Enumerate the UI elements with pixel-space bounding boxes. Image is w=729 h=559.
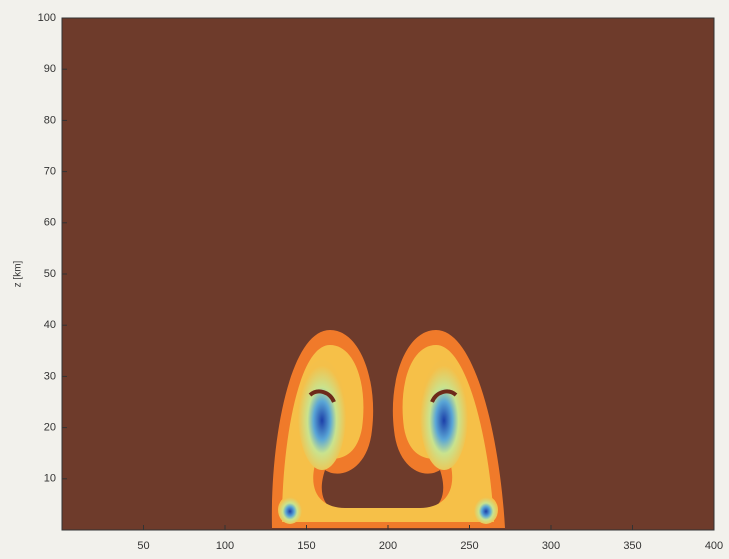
x-tick-label: 350	[623, 540, 641, 552]
plot-area	[62, 18, 714, 530]
y-tick-label: 100	[38, 12, 56, 24]
y-tick-label: 10	[44, 473, 56, 485]
x-tick-label: 200	[379, 540, 397, 552]
x-tick-label: 50	[137, 540, 149, 552]
y-tick-label: 80	[44, 114, 56, 126]
x-tick-label: 100	[216, 540, 234, 552]
chart: z [km] 10 20 30 40 50 60 70 80 90 100 50 100 150 200 2…	[0, 0, 729, 559]
y-tick-label: 60	[44, 217, 56, 229]
y-tick-label: 90	[44, 63, 56, 75]
y-axis-label: z [km]	[13, 260, 24, 287]
y-tick-label: 30	[44, 370, 56, 382]
y-tick-label: 70	[44, 166, 56, 178]
x-tick-label: 150	[297, 540, 315, 552]
y-tick-label: 20	[44, 422, 56, 434]
y-tick-label: 40	[44, 319, 56, 331]
x-tick-label: 300	[542, 540, 560, 552]
x-tick-label: 250	[460, 540, 478, 552]
x-tick-label: 400	[705, 540, 723, 552]
y-tick-label: 50	[44, 268, 56, 280]
